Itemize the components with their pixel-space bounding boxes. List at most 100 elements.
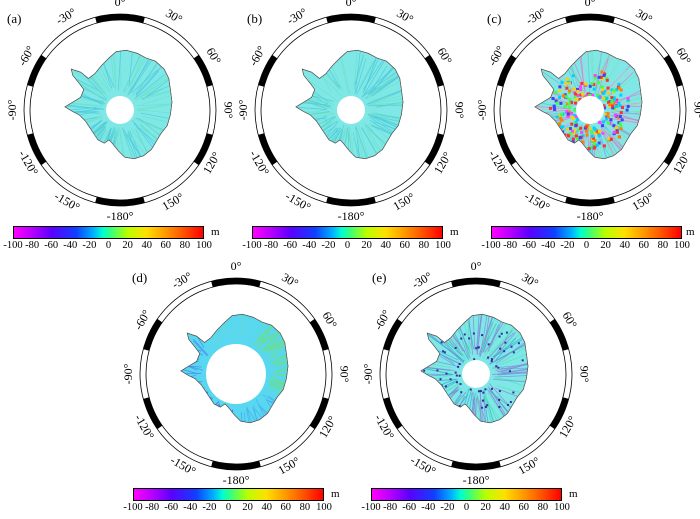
colorbar-tick-label: 80 <box>179 240 191 251</box>
longitude-label: 30° <box>163 6 185 27</box>
colorbar-unit: m <box>450 226 459 238</box>
longitude-label: 150° <box>515 454 542 478</box>
longitude-label: -30° <box>523 5 548 28</box>
colorbar-tick-label: 100 <box>674 240 690 251</box>
panel-label: (b) <box>247 11 263 26</box>
longitude-label: 0° <box>346 0 357 9</box>
colorbar-tick-label: 60 <box>638 240 650 251</box>
longitude-label: -90° <box>361 363 375 384</box>
longitude-label: -60° <box>246 43 269 68</box>
longitude-label: 90° <box>337 366 351 383</box>
frame-black-segment <box>663 133 683 166</box>
colorbar-tick-label: 80 <box>537 502 549 513</box>
colorbar-tick-label: 100 <box>316 502 332 513</box>
colorbar-tick-label: -20 <box>440 502 455 513</box>
colorbar-tick-label: 40 <box>499 502 510 513</box>
longitude-label: 30° <box>519 270 541 291</box>
longitude-label: 60° <box>559 309 580 331</box>
longitude-label: -90° <box>121 363 135 384</box>
panel-label: (d) <box>132 270 148 285</box>
panel-label: (e) <box>372 270 387 285</box>
longitude-label: -30° <box>169 269 194 292</box>
colorbar-strip <box>13 226 204 239</box>
longitude-label: -150° <box>52 189 82 215</box>
panel-a: (a) 0° 30° 60° 90° 120° 150° -180° -150° -120° -9… <box>0 0 240 260</box>
colorbar-unit: m <box>331 488 340 500</box>
frame-black-segment <box>27 133 47 166</box>
frame-black-segment <box>193 133 213 166</box>
longitude-label: 0° <box>115 0 126 9</box>
colorbar-tick-label: 60 <box>280 502 292 513</box>
frame-black-segment <box>424 133 444 166</box>
antarctica-map: 0°30°60°90°120°150°-180°-150°-120°-90°-6… <box>475 0 700 223</box>
colorbar-tick-label: -60 <box>164 502 179 513</box>
colorbar-tick-label: -60 <box>44 240 59 251</box>
colorbar: m -100 -80 -60 -40 -20 0 20 40 60 80 100 <box>361 488 597 518</box>
longitude-label: -150° <box>408 453 438 479</box>
panel-label: (c) <box>487 11 502 26</box>
longitude-label: -60° <box>131 307 154 332</box>
frame-black-segment <box>451 278 501 288</box>
panel-e: (e) 0° 30° 60° 90° 120° 150° -180° -150° -120° -9… <box>360 259 600 519</box>
longitude-label: -30° <box>53 5 78 28</box>
colorbar-tick-label: -100 <box>3 240 23 251</box>
colorbar-tick-label: 20 <box>600 240 611 251</box>
antarctica-landmass <box>295 49 404 160</box>
panel-d: (d) 0° 30° 60° 90° 120° 150° -180° -150° -120° -9… <box>120 259 360 519</box>
longitude-label: 90° <box>221 102 235 119</box>
panel-label: (a) <box>7 11 22 26</box>
colorbar-tick-label: 40 <box>619 240 630 251</box>
colorbar-tick-label: 60 <box>160 240 172 251</box>
colorbar-tick-label: 60 <box>518 502 530 513</box>
frame-black-segment <box>211 278 261 288</box>
antarctica-landmass <box>534 49 643 160</box>
frame-black-segment <box>451 460 501 470</box>
longitude-label: -60° <box>371 307 394 332</box>
longitude-label: -60° <box>485 43 508 68</box>
longitude-label: 0° <box>231 259 242 273</box>
colorbar-tick-label: 60 <box>399 240 411 251</box>
frame-black-segment <box>663 54 683 87</box>
frame-black-segment <box>326 14 376 24</box>
colorbar-tick-label: -20 <box>82 240 97 251</box>
longitude-label: 150° <box>159 190 186 214</box>
frame-black-segment <box>497 54 517 87</box>
frame-inner-circle <box>145 283 327 465</box>
longitude-label: 150° <box>629 190 656 214</box>
longitude-label: -90° <box>475 99 489 120</box>
colorbar-tick-label: -80 <box>264 240 279 251</box>
colorbar-tick-label: 0 <box>463 502 470 513</box>
frame-black-segment <box>211 460 261 470</box>
colorbar-tick-label: -80 <box>383 502 398 513</box>
antarctica-landmass <box>64 49 173 160</box>
longitude-label: 30° <box>394 6 416 27</box>
frame-black-segment <box>565 196 615 206</box>
colorbar-tick-label: -100 <box>361 502 381 513</box>
colorbar-tick-label: 20 <box>122 240 133 251</box>
frame-black-segment <box>497 133 517 166</box>
longitude-label: 150° <box>390 190 417 214</box>
colorbar-tick-label: 100 <box>435 240 451 251</box>
colorbar-tick-label: 40 <box>141 240 152 251</box>
colorbar-tick-label: -40 <box>421 502 436 513</box>
colorbar-tick-label: -80 <box>25 240 40 251</box>
colorbar-strip <box>371 488 562 501</box>
antarctica-landmass <box>180 313 289 424</box>
longitude-label: 90° <box>452 102 466 119</box>
colorbar: m -100 -80 -60 -40 -20 0 20 40 60 80 100 <box>3 226 239 256</box>
colorbar-unit: m <box>686 226 695 238</box>
longitude-label: -90° <box>5 99 19 120</box>
frame-inner-circle <box>29 19 211 201</box>
colorbar-tick-label: 20 <box>242 502 253 513</box>
frame-black-segment <box>549 397 569 430</box>
frame-black-segment <box>565 14 615 24</box>
longitude-label: 30° <box>279 270 301 291</box>
colorbar-tick-label: 20 <box>480 502 491 513</box>
colorbar-tick-label: 0 <box>583 240 590 251</box>
colorbar-tick-label: -60 <box>283 240 298 251</box>
colorbar-tick-label: 80 <box>299 502 311 513</box>
longitude-label: -150° <box>522 189 552 215</box>
pole-hole <box>462 360 490 388</box>
pole-hole <box>206 344 266 404</box>
longitude-label: 150° <box>275 454 302 478</box>
